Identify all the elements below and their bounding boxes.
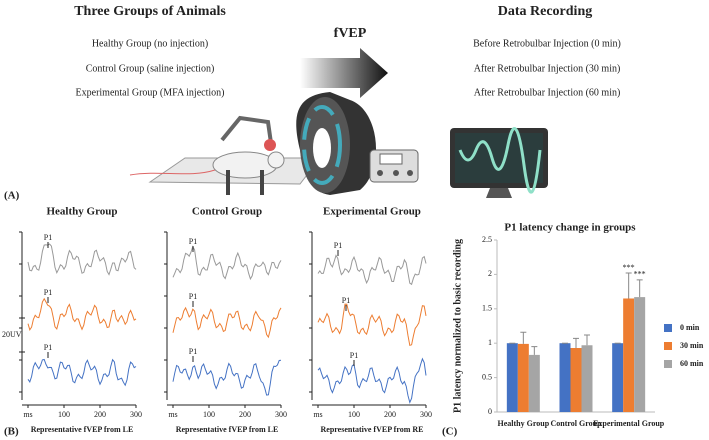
illustration [129,92,548,198]
bar [559,343,571,412]
panel-label: (A) [4,190,20,202]
bar [506,343,518,412]
significance: *** [634,270,646,279]
peak-label: P1 [342,296,350,305]
error-bar [520,331,527,344]
peak-label: P1 [189,292,197,301]
waveform [172,245,282,281]
y-tick-label: 1.5 [482,304,492,313]
peak-label: P1 [350,351,358,360]
panel-label: (B) [4,426,19,438]
bar [623,298,635,412]
error-bar [584,334,590,346]
x-tick-label: Healthy Group [498,419,550,428]
legend-label: 30 min [680,341,704,350]
peak-label: P1 [44,288,52,297]
chart-title: P1 latency change in groups [504,222,636,234]
y-axis-title: P1 latency normalized to basic recording [452,239,463,413]
error-bar [625,272,632,299]
group-item: Healthy Group (no injection) [92,38,208,49]
bar [634,297,646,412]
peak-label: P1 [44,343,52,352]
waveform [317,357,427,404]
legend-swatch [664,324,672,332]
x-tick-label: ms [313,410,322,419]
method-label: fVEP [334,26,367,41]
x-tick-label: 100 [58,410,70,419]
bar [517,343,529,412]
groups-title: Three Groups of Animals [74,4,226,19]
recording-title: Data Recording [498,4,593,19]
x-tick-label: 200 [239,410,251,419]
significance: *** [623,263,635,272]
legend-swatch [664,360,672,368]
bar [570,348,582,412]
waveform [317,303,427,347]
bar [528,354,540,412]
waveform [27,358,137,387]
plot-caption: Representative fVEP from LE [176,425,279,434]
plot-title: Experimental Group [323,206,421,218]
x-tick-label: 300 [420,410,432,419]
x-tick-label: 100 [348,410,360,419]
panel-label: (C) [442,426,458,438]
x-tick-label: ms [23,410,32,419]
waveform [27,297,137,331]
waveform [317,254,427,286]
error-bar [531,346,538,355]
legend-label: 0 min [680,323,700,332]
x-tick-label: ms [168,410,177,419]
peak-label: P1 [44,233,52,242]
x-tick-label: 300 [130,410,142,419]
waveform [172,306,282,339]
scale-label: 20UV [2,330,22,339]
waveform [172,359,282,396]
y-tick-label: 2 [488,269,492,278]
y-tick-label: 2.5 [482,235,492,244]
x-tick-label: 100 [203,410,215,419]
recording-item: After Retrobulbar Injection (30 min) [474,63,621,74]
x-tick-label: Experimental Group [593,419,665,428]
arrow [300,48,388,98]
plot-title: Healthy Group [46,206,117,218]
peak-label: P1 [189,347,197,356]
error-bar [636,279,643,298]
group-item: Control Group (saline injection) [86,63,215,74]
recording-item: After Retrobulbar Injection (60 min) [474,87,621,98]
legend-label: 60 min [680,359,704,368]
waveform [27,243,137,276]
peak-label: P1 [334,241,342,250]
y-tick-label: 0 [488,407,492,416]
y-tick-label: 1 [488,338,492,347]
peak-label: P1 [189,237,197,246]
bar [581,345,593,412]
bar [612,343,624,412]
x-tick-label: Control Group [550,419,602,428]
recording-item: Before Retrobulbar Injection (0 min) [473,38,621,49]
y-tick-label: 0.5 [482,372,492,381]
plot-caption: Representative fVEP from LE [31,425,134,434]
group-item: Experimental Group (MFA injection) [76,87,225,98]
error-bar [573,337,579,349]
legend-swatch [664,342,672,350]
x-tick-label: 200 [94,410,106,419]
plot-title: Control Group [192,206,262,218]
x-tick-label: 200 [384,410,396,419]
x-tick-label: 300 [275,410,287,419]
plot-caption: Representative fVEP from RE [320,425,423,434]
